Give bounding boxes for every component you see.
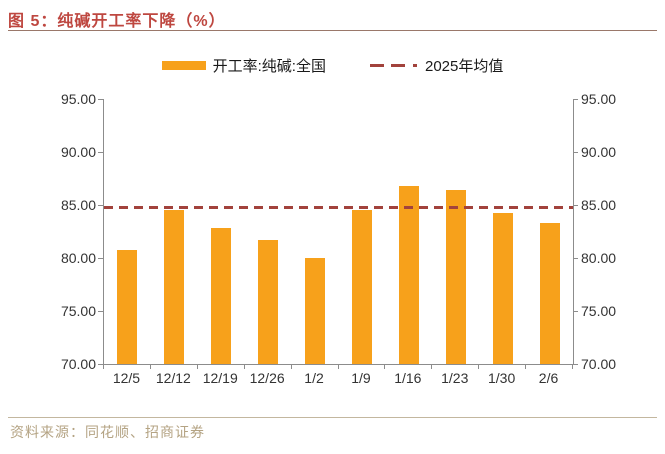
- y-axis-label-left: 90.00: [60, 144, 96, 160]
- x-axis-tick: [149, 364, 151, 369]
- x-axis-tick: [525, 364, 527, 369]
- x-axis-tick: [103, 364, 104, 369]
- y-axis-label-left: 95.00: [60, 91, 96, 107]
- bar-1/30: [492, 213, 513, 364]
- bar-12/5: [117, 249, 138, 364]
- x-axis-tick: [572, 364, 573, 369]
- dashed-line-swatch-icon: [369, 63, 418, 67]
- y-axis-label-right: 75.00: [581, 303, 617, 319]
- x-axis-label-1/2: 1/2: [304, 370, 324, 386]
- x-axis-tick: [384, 364, 386, 369]
- x-axis-tick: [243, 364, 245, 369]
- y-axis-label-right: 85.00: [581, 197, 617, 213]
- source-note: 资料来源：同花顺、招商证券: [10, 424, 205, 440]
- y-axis-tick-right: [573, 99, 578, 100]
- bar-1/9: [351, 210, 372, 364]
- y-axis-label-left: 80.00: [60, 250, 96, 266]
- bar-series-swatch-icon: [161, 60, 206, 70]
- x-axis-label-1/23: 1/23: [441, 370, 469, 386]
- y-axis-tick-left: [98, 311, 103, 312]
- y-axis-label-right: 70.00: [581, 356, 617, 372]
- reference-line-2025-average: [104, 206, 573, 210]
- y-axis-label-right: 90.00: [581, 144, 617, 160]
- y-axis-label-left: 85.00: [60, 197, 96, 213]
- x-axis-label-12/19: 12/19: [202, 370, 238, 386]
- y-axis-label-left: 70.00: [60, 356, 96, 372]
- x-axis-tick: [431, 364, 433, 369]
- legend-item-operating-rate: 开工率:纯碱:全国: [161, 55, 326, 76]
- y-axis-tick-left: [98, 99, 103, 100]
- footer-divider: [8, 417, 657, 418]
- legend-label-average: 2025年均值: [424, 57, 504, 75]
- figure-title: 图 5：纯碱开工率下降（%）: [8, 13, 226, 30]
- y-axis-tick-left: [98, 152, 103, 153]
- bar-1/2: [305, 258, 326, 364]
- bar-12/19: [211, 228, 232, 364]
- y-axis-label-right: 80.00: [581, 250, 617, 266]
- x-axis-label-1/30: 1/30: [488, 370, 516, 386]
- x-axis-label-12/12: 12/12: [155, 370, 191, 386]
- x-axis-tick: [337, 364, 339, 369]
- y-axis-tick-left: [98, 205, 103, 206]
- bar-12/26: [258, 239, 279, 364]
- y-axis-tick-right: [573, 205, 578, 206]
- plot-area: [103, 99, 574, 365]
- x-axis-label-1/9: 1/9: [351, 370, 371, 386]
- bar-1/16: [398, 185, 419, 364]
- bar-2/6: [539, 223, 560, 364]
- x-axis-label-1/16: 1/16: [394, 370, 422, 386]
- y-axis-tick-right: [573, 258, 578, 259]
- bar-12/12: [164, 210, 185, 364]
- legend-item-average: 2025年均值: [369, 55, 504, 76]
- legend-label-operating-rate: 开工率:纯碱:全国: [212, 57, 326, 75]
- x-axis-label-2/6: 2/6: [538, 370, 559, 386]
- y-axis-tick-right: [573, 364, 578, 365]
- x-axis-label-12/26: 12/26: [249, 370, 285, 386]
- title-divider: [8, 30, 657, 31]
- x-axis-tick: [290, 364, 292, 369]
- y-axis-tick-left: [98, 258, 103, 259]
- chart-legend: 开工率:纯碱:全国 2025年均值: [0, 54, 665, 76]
- x-axis-label-12/5: 12/5: [112, 370, 141, 386]
- y-axis-tick-right: [573, 311, 578, 312]
- y-axis-tick-right: [573, 152, 578, 153]
- bar-1/23: [445, 190, 466, 364]
- y-axis-label-left: 75.00: [60, 303, 96, 319]
- x-axis-tick: [478, 364, 480, 369]
- x-axis-tick: [196, 364, 198, 369]
- y-axis-tick-left: [98, 364, 103, 365]
- y-axis-label-right: 95.00: [581, 91, 617, 107]
